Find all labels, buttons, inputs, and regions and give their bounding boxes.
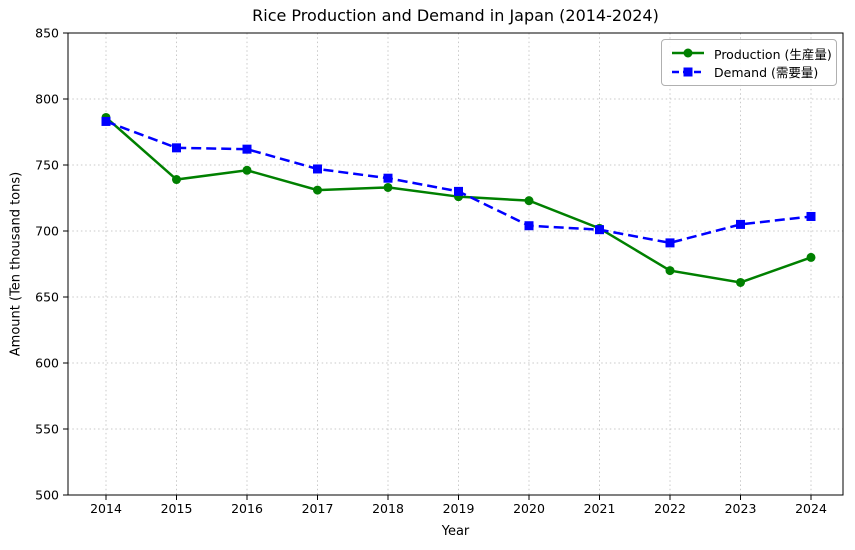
x-tick-label: 2018 bbox=[372, 501, 404, 516]
demand-point-marker bbox=[101, 116, 111, 126]
x-tick-label: 2022 bbox=[654, 501, 686, 516]
chart-title: Rice Production and Demand in Japan (201… bbox=[252, 6, 659, 25]
y-tick-label: 700 bbox=[35, 224, 59, 239]
production-point-marker bbox=[383, 182, 393, 192]
demand-line bbox=[105, 120, 812, 245]
production-legend-marker-icon bbox=[672, 48, 704, 58]
x-tick-label: 2024 bbox=[795, 501, 827, 516]
demand-point-marker bbox=[524, 221, 534, 231]
axes-spines bbox=[67, 32, 844, 496]
demand-point-marker bbox=[595, 225, 604, 235]
x-tick-label: 2019 bbox=[443, 501, 475, 516]
x-tick-label: 2023 bbox=[725, 501, 757, 516]
production-point-marker bbox=[524, 196, 534, 206]
x-tick-label: 2016 bbox=[231, 501, 263, 516]
production-point-marker bbox=[665, 266, 675, 276]
y-tick-label: 800 bbox=[35, 92, 59, 107]
x-tick-label: 2021 bbox=[584, 501, 616, 516]
legend-item-production: Production (生産量) bbox=[670, 44, 832, 62]
demand-point-marker bbox=[242, 144, 252, 154]
production-point-marker bbox=[172, 175, 181, 185]
legend-item-demand: Demand (需要量) bbox=[670, 63, 828, 81]
y-tick-label: 600 bbox=[35, 356, 59, 371]
x-tick-label: 2020 bbox=[513, 501, 545, 516]
demand-point-marker bbox=[172, 143, 181, 153]
legend: Production (生産量) Demand (需要量) bbox=[661, 39, 837, 86]
production-point-marker bbox=[806, 252, 816, 262]
demand-point-marker bbox=[806, 211, 816, 221]
legend-label-demand: Demand (需要量) bbox=[714, 65, 819, 81]
y-tick-label: 750 bbox=[35, 158, 59, 173]
demand-point-marker bbox=[665, 238, 675, 248]
demand-point-marker bbox=[454, 186, 463, 196]
y-tick-label: 850 bbox=[35, 26, 59, 41]
demand-legend-marker-icon bbox=[672, 67, 704, 77]
x-axis-label: Year bbox=[441, 524, 470, 539]
legend-label-production: Production (生産量) bbox=[714, 46, 832, 62]
x-tick-label: 2014 bbox=[90, 501, 122, 516]
demand-point-marker bbox=[313, 164, 322, 174]
y-tick-label: 650 bbox=[35, 290, 59, 305]
y-tick-label: 550 bbox=[35, 422, 59, 437]
demand-point-marker bbox=[383, 173, 393, 183]
y-tick-label: 500 bbox=[35, 488, 59, 503]
x-tick-label: 2015 bbox=[161, 501, 193, 516]
production-point-marker bbox=[242, 165, 252, 175]
x-tick-label: 2017 bbox=[302, 501, 334, 516]
demand-point-marker bbox=[736, 219, 745, 229]
production-point-marker bbox=[736, 277, 745, 287]
production-point-marker bbox=[313, 185, 322, 195]
